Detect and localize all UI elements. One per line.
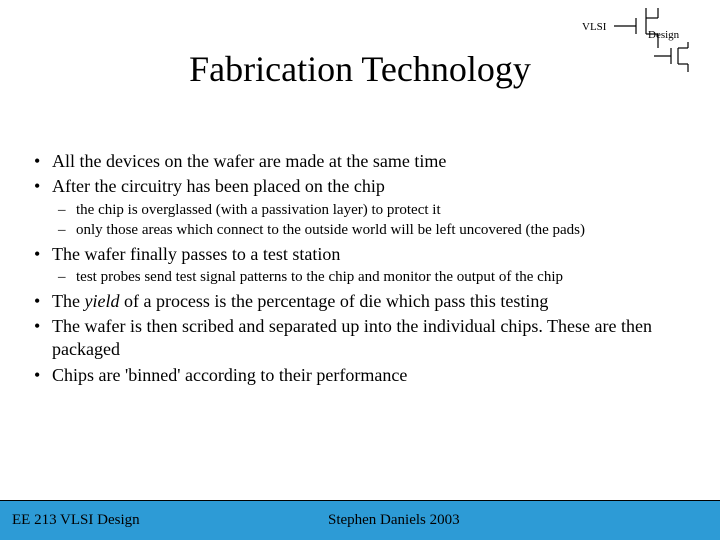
list-item: The wafer finally passes to a test stati… [28,243,692,288]
logo-text-design: Design [648,29,680,41]
list-item: Chips are 'binned' according to their pe… [28,364,692,387]
bullet-text: only those areas which connect to the ou… [76,222,585,238]
list-item: The yield of a process is the percentage… [28,290,692,313]
bullet-text: After the circuitry has been placed on t… [52,176,385,196]
content-area: All the devices on the wafer are made at… [28,150,692,389]
sub-list: the chip is overglassed (with a passivat… [52,201,692,241]
bullet-list: All the devices on the wafer are made at… [28,150,692,387]
bullet-text: The wafer finally passes to a test stati… [52,244,340,264]
footer-author: Stephen Daniels 2003 [80,512,708,529]
list-item: only those areas which connect to the ou… [52,221,692,241]
bullet-text: test probes send test signal patterns to… [76,269,563,285]
list-item: All the devices on the wafer are made at… [28,150,692,173]
footer-bar: EE 213 VLSI Design Stephen Daniels 2003 [0,500,720,540]
list-item: test probes send test signal patterns to… [52,268,692,288]
list-item: After the circuitry has been placed on t… [28,175,692,240]
bullet-text: The wafer is then scribed and separated … [52,316,652,359]
logo-text-vlsi: VLSI [582,21,607,33]
sub-list: test probes send test signal patterns to… [52,268,692,288]
header-logo: VLSI Design [576,8,696,68]
list-item: the chip is overglassed (with a passivat… [52,201,692,221]
bullet-text-html: The yield of a process is the percentage… [52,291,548,311]
transistor-schematic-icon: VLSI Design [576,8,696,76]
bullet-text: the chip is overglassed (with a passivat… [76,202,441,218]
bullet-text: All the devices on the wafer are made at… [52,151,446,171]
bullet-text: Chips are 'binned' according to their pe… [52,365,407,385]
page-title: Fabrication Technology [189,48,531,90]
list-item: The wafer is then scribed and separated … [28,315,692,362]
